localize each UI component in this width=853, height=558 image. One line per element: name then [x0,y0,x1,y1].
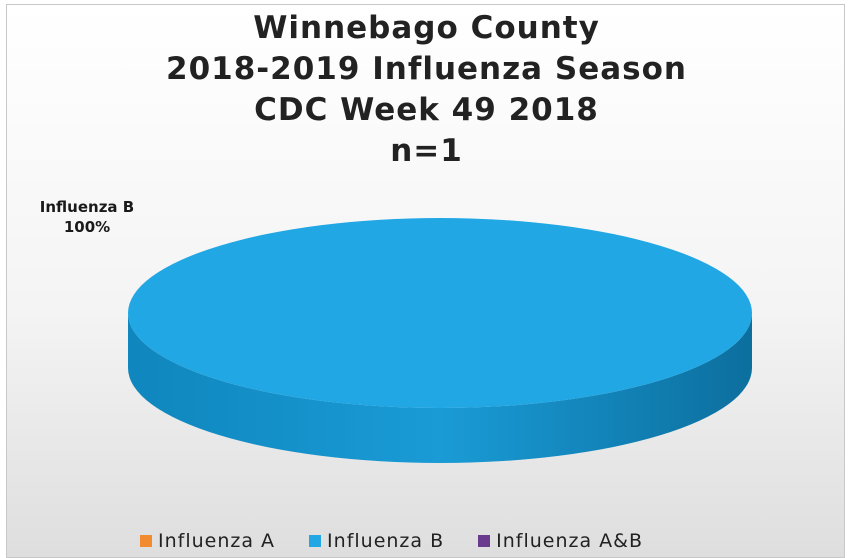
legend-label-influenza-ab: Influenza A&B [496,530,644,552]
legend: Influenza A Influenza B Influenza A&B [140,528,840,554]
pie-slice-influenza-b [128,218,752,408]
chart-title: Winnebago County 2018-2019 Influenza Sea… [0,8,853,172]
legend-item-influenza-ab: Influenza A&B [478,530,643,552]
legend-label-influenza-b: Influenza B [327,530,445,552]
data-label-value: 100% [63,218,111,236]
pie-side [128,313,752,463]
legend-swatch-influenza-ab [478,535,491,547]
title-line-4: n=1 [390,133,463,169]
legend-item-influenza-b: Influenza B [309,530,444,552]
title-line-1: Winnebago County [253,10,600,46]
legend-swatch-influenza-b [309,535,322,547]
legend-item-influenza-a: Influenza A [140,530,275,552]
title-line-2: 2018-2019 Influenza Season [166,51,687,87]
data-label-influenza-b: Influenza B 100% [22,197,152,237]
data-label-name: Influenza B [39,198,135,216]
legend-swatch-influenza-a [140,535,152,547]
legend-label-influenza-a: Influenza A [158,530,276,552]
title-line-3: CDC Week 49 2018 [254,92,599,128]
